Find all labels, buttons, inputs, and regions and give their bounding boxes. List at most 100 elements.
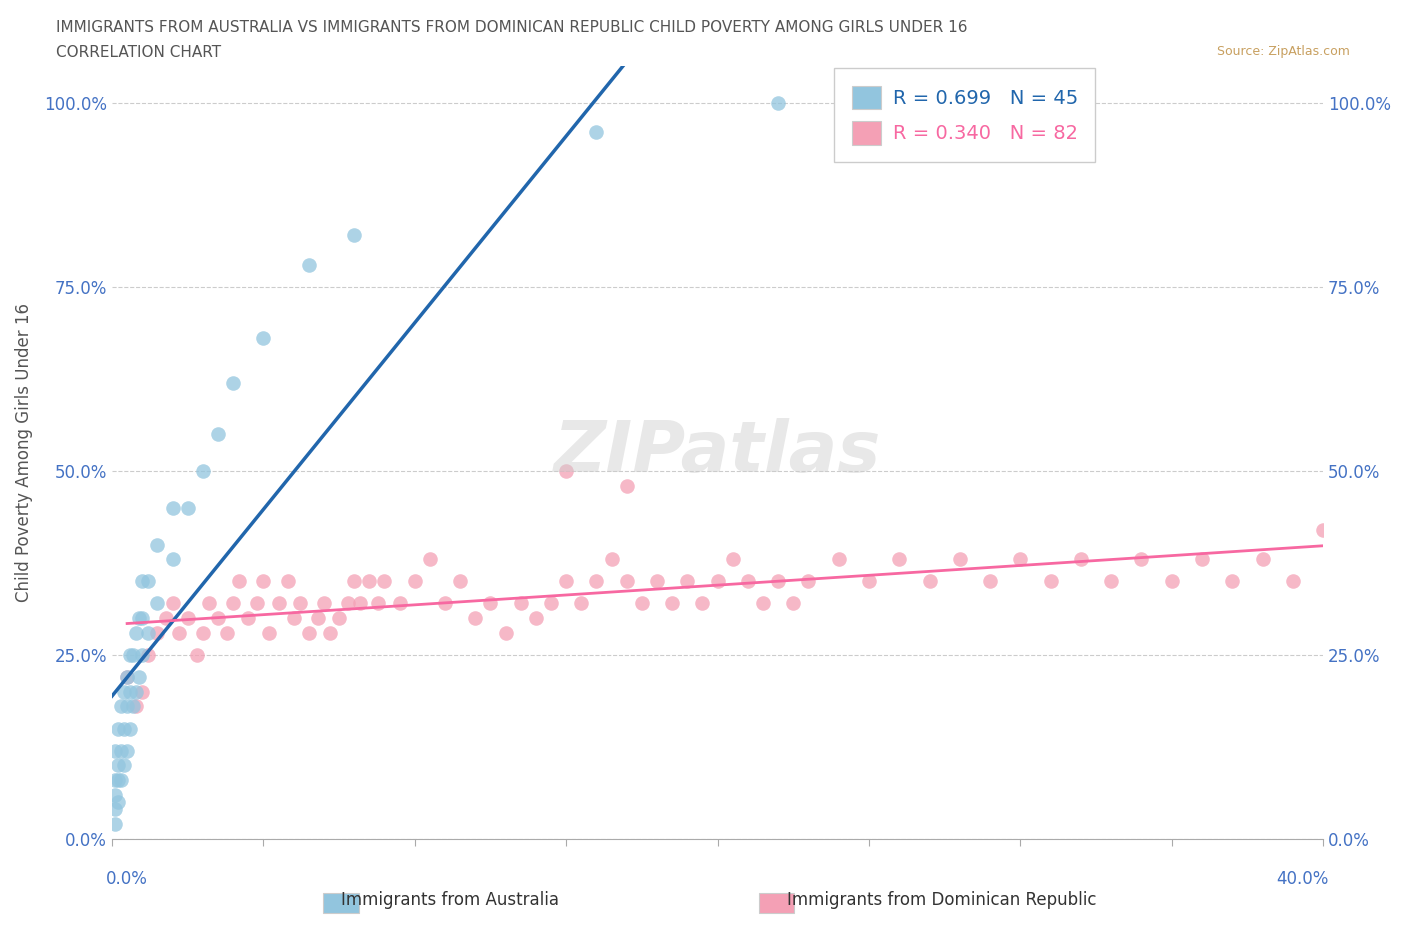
- Point: [312, 596, 335, 611]
- Point: [343, 574, 366, 589]
- Point: [167, 625, 190, 640]
- Point: [146, 538, 169, 552]
- Point: [692, 596, 714, 611]
- Point: [104, 817, 127, 831]
- Point: [128, 611, 150, 626]
- Point: [319, 625, 342, 640]
- Point: [918, 574, 941, 589]
- Point: [267, 596, 290, 611]
- Point: [1282, 574, 1305, 589]
- Point: [419, 551, 441, 566]
- Point: [191, 463, 214, 478]
- Point: [110, 699, 132, 714]
- Point: [120, 721, 142, 736]
- Point: [676, 574, 699, 589]
- Point: [555, 574, 578, 589]
- Point: [162, 500, 184, 515]
- Point: [136, 647, 159, 662]
- Point: [252, 331, 274, 346]
- Point: [1010, 551, 1032, 566]
- Point: [115, 670, 138, 684]
- Point: [737, 574, 759, 589]
- Point: [186, 647, 208, 662]
- Point: [120, 684, 142, 699]
- Point: [228, 574, 250, 589]
- Point: [337, 596, 360, 611]
- Point: [252, 574, 274, 589]
- Point: [1312, 523, 1334, 538]
- Point: [949, 551, 972, 566]
- Point: [540, 596, 562, 611]
- Text: Source: ZipAtlas.com: Source: ZipAtlas.com: [1216, 45, 1350, 58]
- Point: [125, 684, 148, 699]
- Point: [555, 463, 578, 478]
- Point: [162, 551, 184, 566]
- Point: [1039, 574, 1062, 589]
- Text: 0.0%: 0.0%: [105, 870, 148, 888]
- Legend: R = 0.699   N = 45, R = 0.340   N = 82: R = 0.699 N = 45, R = 0.340 N = 82: [834, 68, 1095, 162]
- Point: [104, 788, 127, 803]
- Point: [1070, 551, 1092, 566]
- Point: [131, 684, 153, 699]
- Point: [1220, 574, 1243, 589]
- Point: [782, 596, 804, 611]
- Point: [115, 670, 138, 684]
- Point: [1130, 551, 1153, 566]
- Point: [128, 670, 150, 684]
- Point: [766, 574, 789, 589]
- Point: [104, 743, 127, 758]
- Point: [146, 625, 169, 640]
- Point: [827, 551, 849, 566]
- Point: [136, 574, 159, 589]
- Point: [107, 794, 129, 809]
- Point: [131, 647, 153, 662]
- Point: [125, 699, 148, 714]
- Point: [449, 574, 471, 589]
- Point: [1160, 574, 1182, 589]
- Point: [797, 574, 820, 589]
- Point: [112, 758, 135, 773]
- Point: [176, 611, 198, 626]
- Point: [107, 721, 129, 736]
- Text: Immigrants from Australia: Immigrants from Australia: [340, 891, 560, 910]
- Point: [889, 551, 911, 566]
- Text: 40.0%: 40.0%: [1277, 870, 1329, 888]
- Point: [162, 596, 184, 611]
- Point: [198, 596, 221, 611]
- Point: [706, 574, 728, 589]
- Point: [112, 684, 135, 699]
- Point: [146, 596, 169, 611]
- Point: [464, 611, 486, 626]
- Text: Immigrants from Dominican Republic: Immigrants from Dominican Republic: [787, 891, 1097, 910]
- Point: [307, 611, 329, 626]
- Point: [222, 596, 245, 611]
- Point: [616, 574, 638, 589]
- Point: [752, 596, 775, 611]
- Point: [115, 699, 138, 714]
- Point: [1099, 574, 1122, 589]
- Point: [110, 773, 132, 788]
- Point: [207, 427, 229, 442]
- Point: [404, 574, 426, 589]
- Point: [298, 258, 321, 272]
- Point: [131, 611, 153, 626]
- Point: [359, 574, 381, 589]
- Point: [298, 625, 321, 640]
- Point: [131, 574, 153, 589]
- Point: [136, 625, 159, 640]
- Point: [388, 596, 411, 611]
- Point: [215, 625, 238, 640]
- Point: [569, 596, 592, 611]
- Point: [110, 743, 132, 758]
- Point: [373, 574, 395, 589]
- Point: [283, 611, 305, 626]
- Point: [631, 596, 654, 611]
- Point: [112, 721, 135, 736]
- Point: [191, 625, 214, 640]
- Point: [238, 611, 260, 626]
- Point: [288, 596, 311, 611]
- Point: [125, 625, 148, 640]
- Text: CORRELATION CHART: CORRELATION CHART: [56, 45, 221, 60]
- Point: [259, 625, 281, 640]
- Point: [328, 611, 350, 626]
